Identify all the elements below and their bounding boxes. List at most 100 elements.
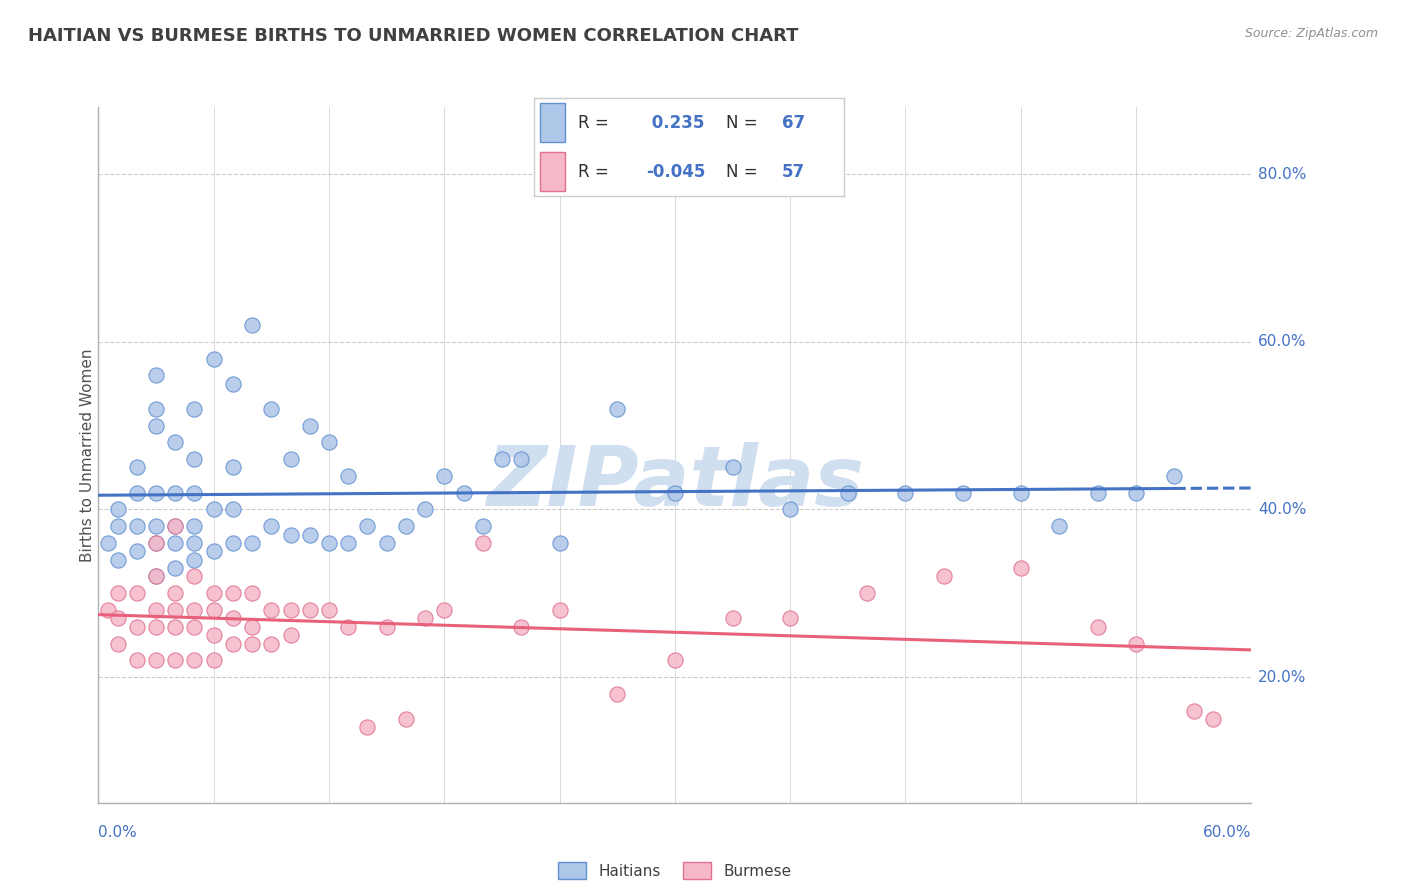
Point [356, 720, 378, 734]
Text: 60.0%: 60.0% [1258, 334, 1306, 350]
Point [298, 418, 321, 433]
Point [298, 603, 321, 617]
Point [125, 620, 148, 634]
Text: N =: N = [725, 113, 763, 132]
Point [548, 536, 571, 550]
Point [375, 536, 398, 550]
Text: 20.0%: 20.0% [1258, 670, 1306, 684]
Point [145, 536, 167, 550]
Point [510, 620, 533, 634]
Point [145, 653, 167, 667]
Point [453, 485, 475, 500]
Point [183, 569, 205, 583]
Point [202, 544, 225, 558]
Point [433, 603, 456, 617]
Point [222, 636, 245, 650]
Point [125, 586, 148, 600]
Point [471, 519, 494, 533]
Point [125, 544, 148, 558]
Point [413, 502, 436, 516]
Point [183, 485, 205, 500]
Point [298, 527, 321, 541]
Point [337, 468, 360, 483]
Point [145, 569, 167, 583]
Point [375, 620, 398, 634]
Point [183, 620, 205, 634]
Point [222, 586, 245, 600]
Point [779, 611, 801, 625]
Text: 80.0%: 80.0% [1258, 167, 1306, 182]
Point [280, 452, 302, 467]
Point [356, 519, 378, 533]
Point [145, 603, 167, 617]
Point [222, 376, 245, 391]
Point [145, 536, 167, 550]
Point [183, 603, 205, 617]
Point [1163, 468, 1185, 483]
Point [318, 536, 340, 550]
Point [1202, 712, 1225, 726]
Point [183, 653, 205, 667]
Point [932, 569, 955, 583]
Point [240, 586, 263, 600]
Text: 67: 67 [782, 113, 804, 132]
Text: 60.0%: 60.0% [1204, 825, 1251, 840]
Point [107, 611, 129, 625]
Text: N =: N = [725, 162, 763, 181]
Text: -0.045: -0.045 [645, 162, 704, 181]
Point [280, 603, 302, 617]
Point [1010, 561, 1032, 575]
Point [107, 586, 129, 600]
Point [125, 460, 148, 475]
Point [222, 502, 245, 516]
Text: Source: ZipAtlas.com: Source: ZipAtlas.com [1244, 27, 1378, 40]
Point [280, 628, 302, 642]
Point [165, 519, 187, 533]
Text: 40.0%: 40.0% [1258, 502, 1306, 516]
Point [183, 536, 205, 550]
Point [183, 519, 205, 533]
Point [471, 536, 494, 550]
Point [894, 485, 917, 500]
Point [97, 603, 120, 617]
Point [145, 401, 167, 416]
Point [165, 653, 187, 667]
Point [260, 603, 283, 617]
Point [107, 552, 129, 566]
Point [202, 502, 225, 516]
Point [165, 620, 187, 634]
Point [721, 611, 744, 625]
Point [145, 620, 167, 634]
Point [1125, 485, 1147, 500]
Point [125, 653, 148, 667]
Point [664, 653, 686, 667]
Point [165, 586, 187, 600]
Point [240, 620, 263, 634]
Point [145, 368, 167, 383]
Point [97, 536, 120, 550]
Point [606, 687, 628, 701]
Point [145, 485, 167, 500]
Point [491, 452, 513, 467]
Point [395, 712, 418, 726]
Point [165, 561, 187, 575]
Point [318, 435, 340, 450]
Point [165, 519, 187, 533]
Point [1010, 485, 1032, 500]
Point [433, 468, 456, 483]
Point [664, 485, 686, 500]
Point [202, 603, 225, 617]
Point [202, 351, 225, 366]
Point [145, 418, 167, 433]
Point [510, 452, 533, 467]
Point [260, 401, 283, 416]
Text: R =: R = [578, 162, 613, 181]
Point [202, 586, 225, 600]
Point [222, 536, 245, 550]
Point [395, 519, 418, 533]
Point [240, 636, 263, 650]
Point [183, 552, 205, 566]
Point [107, 502, 129, 516]
Point [107, 636, 129, 650]
Point [145, 519, 167, 533]
